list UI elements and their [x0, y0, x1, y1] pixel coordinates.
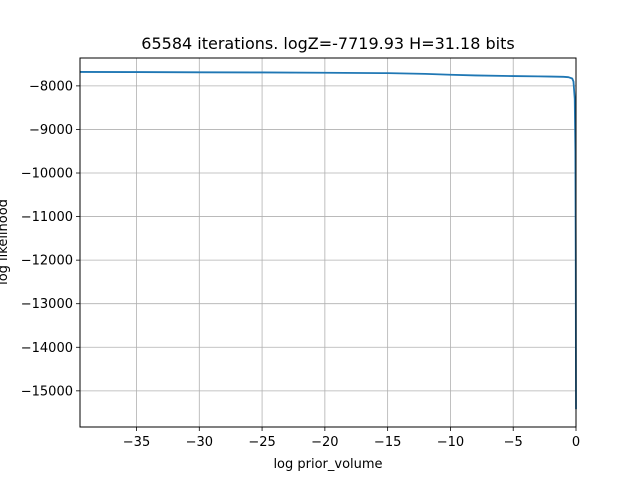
chart-title: 65584 iterations. logZ=-7719.93 H=31.18 … — [141, 34, 514, 53]
y-axis-label: log likelihood — [0, 199, 11, 285]
y-tick-label: −14000 — [21, 341, 73, 356]
y-tick-label: −13000 — [21, 297, 73, 312]
x-axis-label: log prior_volume — [273, 457, 382, 472]
x-tick-label: −35 — [123, 435, 150, 450]
x-tick-label: −25 — [248, 435, 275, 450]
x-axis-ticks: −35 −30 −25 −20 −15 −10 −5 0 — [123, 427, 580, 450]
y-axis-ticks: −8000 −9000 −10000 −11000 −12000 −13000 −14000… — [21, 79, 80, 399]
series-line — [79, 71, 577, 410]
series-group — [79, 71, 577, 410]
x-tick-label: 0 — [572, 435, 580, 450]
y-tick-label: −12000 — [21, 254, 73, 269]
y-tick-label: −11000 — [21, 210, 73, 225]
x-tick-label: −10 — [437, 435, 464, 450]
y-tick-label: −8000 — [29, 79, 73, 94]
y-tick-label: −15000 — [21, 384, 73, 399]
x-tick-label: −30 — [186, 435, 213, 450]
plot-frame — [79, 57, 577, 428]
y-tick-label: −9000 — [29, 123, 73, 138]
x-tick-label: −20 — [311, 435, 338, 450]
x-tick-label: −15 — [374, 435, 401, 450]
y-tick-label: −10000 — [21, 167, 73, 182]
x-tick-label: −5 — [504, 435, 523, 450]
